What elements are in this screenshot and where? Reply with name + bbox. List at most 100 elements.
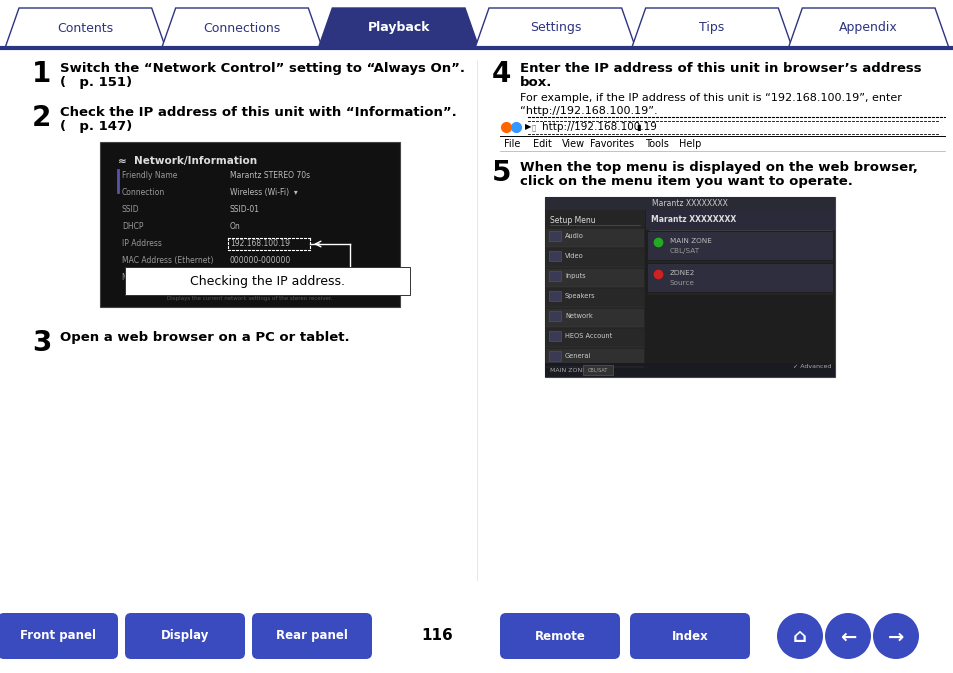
Text: Check the IP address of this unit with “Information”.: Check the IP address of this unit with “… — [60, 106, 456, 119]
Text: ⌂: ⌂ — [792, 627, 806, 647]
Bar — [544, 363, 834, 377]
Text: For example, if the IP address of this unit is “192.168.100.19”, enter: For example, if the IP address of this u… — [519, 93, 901, 103]
Bar — [545, 249, 643, 267]
Text: Connections: Connections — [203, 22, 280, 34]
Bar — [548, 291, 560, 301]
Text: IP Address: IP Address — [122, 239, 162, 248]
Text: MAC Address (Ethernet): MAC Address (Ethernet) — [122, 256, 213, 265]
Text: 5: 5 — [492, 159, 511, 187]
Text: MAC Address (Wi-Fi): MAC Address (Wi-Fi) — [122, 273, 198, 282]
Polygon shape — [787, 8, 948, 48]
Text: View: View — [561, 139, 584, 149]
Text: Marantz XXXXXXXX: Marantz XXXXXXXX — [650, 215, 736, 225]
Polygon shape — [5, 8, 166, 48]
Bar — [545, 349, 643, 367]
Text: Setup Menu: Setup Menu — [550, 216, 595, 225]
Text: Checking the IP address.: Checking the IP address. — [190, 275, 345, 287]
Circle shape — [824, 613, 870, 659]
Polygon shape — [631, 8, 792, 48]
Text: DHCP: DHCP — [122, 222, 143, 231]
Text: Connection: Connection — [122, 188, 165, 197]
Bar — [125, 267, 410, 295]
FancyBboxPatch shape — [629, 613, 749, 659]
Text: 1: 1 — [32, 60, 51, 88]
Text: Front panel: Front panel — [20, 629, 96, 643]
Text: Marantz XXXXXXXX: Marantz XXXXXXXX — [652, 199, 727, 208]
Text: MAIN ZONE: MAIN ZONE — [669, 238, 711, 244]
Text: Settings: Settings — [529, 22, 580, 34]
Bar — [545, 329, 643, 347]
Text: 000000-000000: 000000-000000 — [230, 256, 291, 265]
Text: ▮: ▮ — [636, 123, 640, 132]
Bar — [544, 197, 834, 377]
Text: box.: box. — [519, 76, 552, 89]
Text: Enter the IP address of this unit in browser’s address: Enter the IP address of this unit in bro… — [519, 62, 921, 75]
Text: Source: Source — [669, 280, 695, 286]
Text: Help: Help — [679, 139, 700, 149]
Text: 000000-000000: 000000-000000 — [230, 273, 291, 282]
Bar — [548, 251, 560, 261]
Text: →: → — [887, 627, 903, 647]
FancyBboxPatch shape — [125, 613, 245, 659]
Bar — [545, 309, 643, 327]
Bar — [548, 351, 560, 361]
Text: Open a web browser on a PC or tablet.: Open a web browser on a PC or tablet. — [60, 331, 349, 344]
Polygon shape — [161, 8, 322, 48]
Polygon shape — [475, 8, 635, 48]
Text: Video: Video — [564, 253, 583, 259]
Bar — [545, 229, 643, 247]
Bar — [548, 331, 560, 341]
Text: Contents: Contents — [57, 22, 113, 34]
Bar — [645, 210, 834, 230]
Text: 2: 2 — [32, 104, 51, 132]
Text: 4: 4 — [492, 60, 511, 88]
Text: Displays the current network settings of the stereo receiver.: Displays the current network settings of… — [167, 296, 333, 301]
Text: ←: ← — [839, 627, 855, 647]
Text: Rear panel: Rear panel — [275, 629, 348, 643]
Bar — [544, 197, 834, 210]
Text: Tips: Tips — [699, 22, 724, 34]
Text: On: On — [230, 222, 240, 231]
Bar — [544, 210, 644, 377]
Text: 116: 116 — [420, 629, 453, 643]
Bar — [647, 264, 832, 292]
Bar — [545, 269, 643, 287]
Text: Inputs: Inputs — [564, 273, 585, 279]
Text: Appendix: Appendix — [839, 22, 897, 34]
Text: 192.168.100.19: 192.168.100.19 — [230, 239, 290, 248]
Text: ✓ Advanced: ✓ Advanced — [792, 365, 830, 369]
Text: When the top menu is displayed on the web browser,: When the top menu is displayed on the we… — [519, 161, 917, 174]
Text: Speakers: Speakers — [564, 293, 595, 299]
Text: CBL/SAT: CBL/SAT — [587, 367, 608, 372]
Text: HEOS Account: HEOS Account — [564, 333, 612, 339]
Text: http://192.168.100.19: http://192.168.100.19 — [541, 122, 657, 133]
Text: ZONE2: ZONE2 — [669, 270, 695, 276]
Bar — [545, 289, 643, 307]
Text: Tools: Tools — [644, 139, 668, 149]
Polygon shape — [318, 8, 478, 48]
Bar — [548, 231, 560, 241]
Text: File: File — [503, 139, 519, 149]
Text: Network: Network — [564, 313, 592, 319]
FancyBboxPatch shape — [499, 613, 619, 659]
Text: Edit: Edit — [532, 139, 551, 149]
Text: ⎙: ⎙ — [532, 125, 536, 131]
Text: CBL/SAT: CBL/SAT — [669, 248, 700, 254]
Text: MAIN ZONE: MAIN ZONE — [550, 367, 585, 372]
Text: Favorites: Favorites — [590, 139, 634, 149]
Text: SSID: SSID — [122, 205, 139, 214]
Text: 3: 3 — [32, 329, 51, 357]
Text: ≈  Network/Information: ≈ Network/Information — [118, 156, 257, 166]
Text: click on the menu item you want to operate.: click on the menu item you want to opera… — [519, 175, 852, 188]
Text: ( p. 147): ( p. 147) — [60, 120, 132, 133]
Text: Remote: Remote — [534, 629, 585, 643]
Bar — [548, 311, 560, 321]
Text: SSID-01: SSID-01 — [230, 205, 260, 214]
Text: Index: Index — [671, 629, 708, 643]
Text: “http://192.168.100.19”.: “http://192.168.100.19”. — [519, 106, 657, 116]
Bar — [548, 271, 560, 281]
Text: ( p. 151): ( p. 151) — [60, 76, 132, 89]
Text: Marantz STEREO 70s: Marantz STEREO 70s — [230, 171, 310, 180]
Text: Audio: Audio — [564, 233, 583, 239]
Text: Friendly Name: Friendly Name — [122, 171, 177, 180]
